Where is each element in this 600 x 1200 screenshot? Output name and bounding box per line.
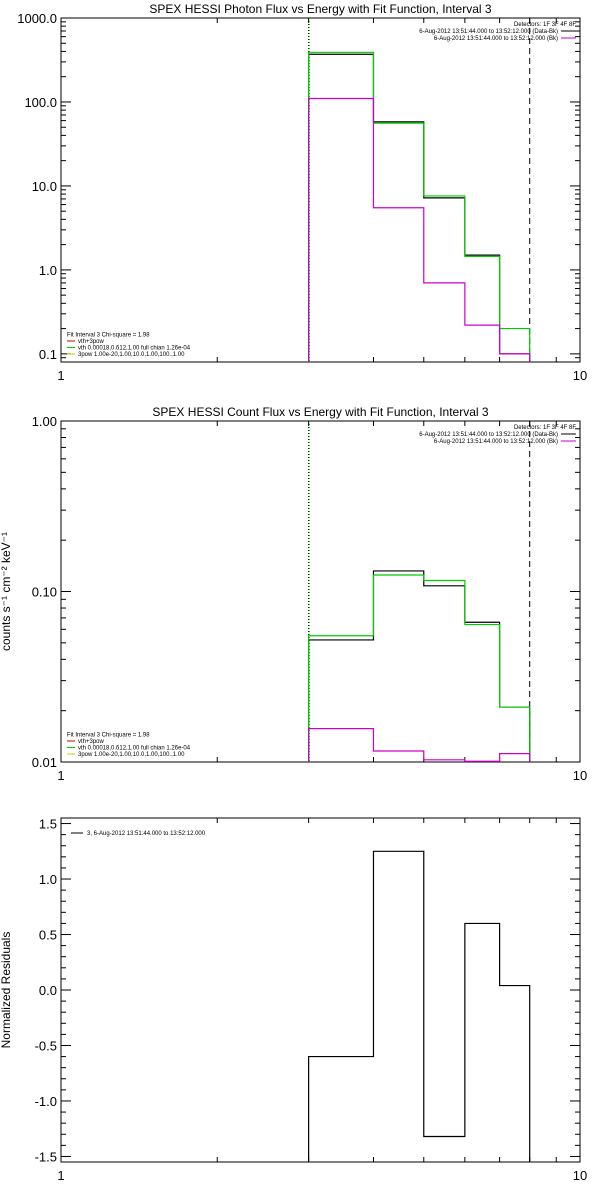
legend-entry: Fit Interval 3 Chi-square = 1.98	[67, 333, 150, 339]
series-1-histogram	[308, 574, 531, 762]
legend-entry: vth 0.00018,0.612,1.00 full chian 1.26e-…	[78, 346, 191, 352]
y-tick-label: 1.5	[39, 817, 57, 832]
legend-entry: vth+3pow	[78, 739, 105, 745]
y-axis-label: counts s⁻¹ cm⁻² keV⁻¹	[0, 532, 13, 651]
y-tick-label: -1.5	[35, 1149, 57, 1164]
y-axis-label: Normalized Residuals	[0, 932, 13, 1049]
legend-entry: 3, 6-Aug-2012 13:51:44.000 to 13:52:12.0…	[87, 831, 206, 837]
y-tick-label: -0.5	[35, 1038, 57, 1053]
x-tick-label: 10	[573, 768, 587, 783]
y-tick-label: 0.10	[32, 585, 57, 600]
legend-header: Detectors: 1F 3F 4F 8F	[514, 425, 576, 431]
y-tick-label: 100.0	[24, 95, 57, 110]
legend-entry: 6-Aug-2012 13:51:44.000 to 13:52:12.000 …	[419, 432, 558, 438]
y-tick-label: -1.0	[35, 1094, 57, 1109]
legend-entry: Fit Interval 3 Chi-square = 1.98	[67, 733, 150, 739]
x-tick-label: 10	[573, 1168, 587, 1183]
chart-title: SPEX HESSI Count Flux vs Energy with Fit…	[152, 405, 488, 419]
y-tick-label: 1.0	[39, 872, 57, 887]
series-1-histogram	[308, 51, 531, 362]
y-tick-label: 0.1	[39, 347, 57, 362]
y-tick-label: 1.00	[32, 414, 57, 429]
y-tick-label: 10.0	[32, 179, 57, 194]
y-tick-label: 1.0	[39, 263, 57, 278]
series-2-histogram	[308, 727, 531, 762]
legend-entry: vth 0.00018,0.612,1.00 full chian 1.26e-…	[78, 746, 191, 752]
x-tick-label: 1	[57, 368, 64, 383]
y-tick-label: 0.01	[32, 755, 57, 770]
x-tick-label: 10	[573, 368, 587, 383]
x-tick-label: 1	[57, 768, 64, 783]
series-2-histogram	[308, 97, 531, 362]
y-tick-label: 0.0	[39, 983, 57, 998]
legend-entry: 6-Aug-2012 13:51:44.000 to 13:52:12.000 …	[434, 36, 558, 42]
series-0-histogram	[308, 850, 531, 1162]
y-tick-label: 1000.0	[17, 11, 57, 26]
legend-header: Detectors: 1F 3F 4F 8F	[514, 22, 576, 28]
y-tick-label: 0.5	[39, 928, 57, 943]
legend-entry: vth+3pow	[78, 339, 105, 345]
legend-entry: 3pow 1.00e-20,1.00,10.0,1.00,100.,1.00	[78, 752, 185, 758]
legend-entry: 6-Aug-2012 13:51:44.000 to 13:52:12.000 …	[434, 439, 558, 445]
x-tick-label: 1	[57, 1168, 64, 1183]
chart-title: SPEX HESSI Photon Flux vs Energy with Fi…	[149, 2, 491, 16]
legend-entry: 3pow 1.00e-20,1.00,10.0,1.00,100.,1.00	[78, 352, 185, 358]
legend-entry: 6-Aug-2012 13:51:44.000 to 13:52:12.000 …	[419, 29, 558, 35]
